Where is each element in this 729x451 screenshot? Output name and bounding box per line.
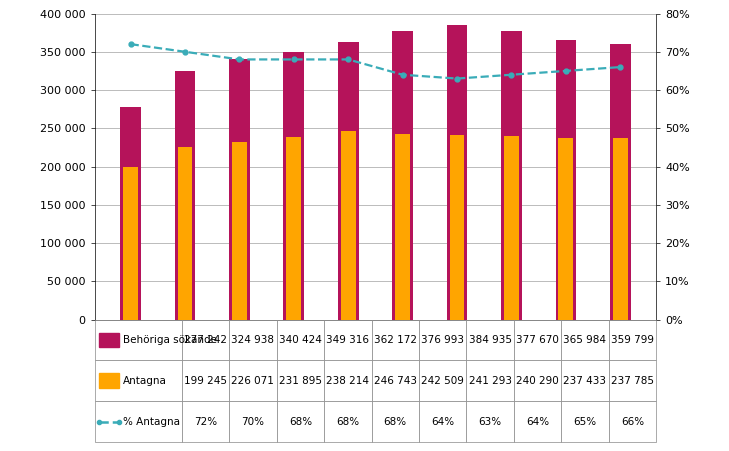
Bar [229, 401, 276, 442]
Bar [178, 147, 192, 320]
Bar [501, 31, 522, 320]
Text: 238 214: 238 214 [327, 376, 370, 386]
Text: 376 993: 376 993 [421, 335, 464, 345]
Text: 226 071: 226 071 [232, 376, 274, 386]
Text: 65%: 65% [574, 417, 596, 427]
Text: 324 938: 324 938 [231, 335, 274, 345]
Bar [514, 401, 561, 442]
Bar [467, 320, 514, 360]
Bar [229, 360, 276, 401]
Bar [609, 360, 656, 401]
Bar [561, 320, 609, 360]
Bar [182, 360, 229, 401]
Bar [324, 360, 372, 401]
Bar [95, 320, 182, 360]
Text: 231 895: 231 895 [279, 376, 322, 386]
Bar [450, 135, 464, 320]
Bar [286, 137, 301, 320]
Bar [392, 31, 413, 320]
Bar [558, 138, 573, 320]
Text: 199 245: 199 245 [184, 376, 227, 386]
Text: 377 670: 377 670 [516, 335, 559, 345]
Text: 277 242: 277 242 [184, 335, 227, 345]
Bar [561, 360, 609, 401]
Bar [372, 320, 419, 360]
Bar [609, 401, 656, 442]
Bar [182, 320, 229, 360]
Text: 340 424: 340 424 [279, 335, 321, 345]
Text: 66%: 66% [621, 417, 644, 427]
Bar [182, 401, 229, 442]
Bar [514, 360, 561, 401]
Bar [276, 401, 324, 442]
Bar [99, 373, 119, 388]
Text: 63%: 63% [478, 417, 502, 427]
Bar [447, 25, 467, 320]
Text: % Antagna: % Antagna [123, 417, 180, 427]
Text: 365 984: 365 984 [564, 335, 607, 345]
Bar [609, 320, 656, 360]
Bar [276, 360, 324, 401]
Bar [419, 401, 467, 442]
Text: 64%: 64% [431, 417, 454, 427]
Bar [232, 142, 247, 320]
Text: 246 743: 246 743 [374, 376, 417, 386]
Bar [229, 59, 250, 320]
Text: Antagna: Antagna [123, 376, 167, 386]
Text: 384 935: 384 935 [469, 335, 512, 345]
Text: 359 799: 359 799 [611, 335, 654, 345]
Bar [324, 320, 372, 360]
Text: Behöriga sökande: Behöriga sökande [123, 335, 217, 345]
Bar [561, 401, 609, 442]
Bar [338, 42, 359, 320]
Bar [324, 401, 372, 442]
Text: 72%: 72% [194, 417, 217, 427]
Bar [372, 401, 419, 442]
Bar [504, 136, 519, 320]
Text: 237 433: 237 433 [564, 376, 607, 386]
Text: 68%: 68% [289, 417, 312, 427]
Bar [514, 320, 561, 360]
Text: 68%: 68% [383, 417, 407, 427]
Bar [610, 44, 631, 320]
Bar [284, 52, 304, 320]
Text: 242 509: 242 509 [421, 376, 464, 386]
Bar [467, 360, 514, 401]
Text: 349 316: 349 316 [327, 335, 370, 345]
Text: 362 172: 362 172 [374, 335, 417, 345]
Bar [99, 333, 119, 347]
Bar [276, 320, 324, 360]
Text: 237 785: 237 785 [611, 376, 654, 386]
Bar [229, 320, 276, 360]
Bar [95, 360, 182, 401]
Bar [419, 320, 467, 360]
Bar [175, 71, 195, 320]
Text: 241 293: 241 293 [469, 376, 512, 386]
Bar [395, 134, 410, 320]
Text: 240 290: 240 290 [516, 376, 559, 386]
Bar [95, 401, 182, 442]
Bar [120, 107, 141, 320]
Text: 68%: 68% [336, 417, 359, 427]
Bar [555, 40, 576, 320]
Bar [340, 131, 356, 320]
Bar [419, 360, 467, 401]
Bar [613, 138, 628, 320]
Bar [123, 167, 138, 320]
Bar [372, 360, 419, 401]
Bar [467, 401, 514, 442]
Text: 70%: 70% [241, 417, 265, 427]
Text: 64%: 64% [526, 417, 549, 427]
